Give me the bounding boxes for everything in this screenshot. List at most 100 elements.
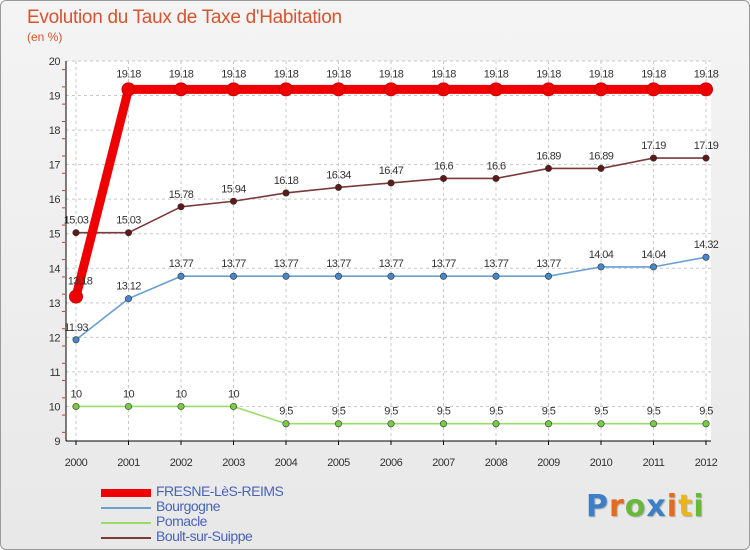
data-label-boult: 17.19	[694, 140, 719, 152]
data-point-pomacle	[492, 420, 500, 428]
data-label-boult: 15.94	[221, 183, 246, 195]
data-label-pomacle: 10	[175, 388, 187, 400]
data-label-pomacle: 9.5	[699, 406, 713, 418]
data-point-boult	[72, 229, 80, 237]
x-tick-label: 2008	[485, 457, 508, 469]
data-label-fresne: 13.18	[68, 276, 93, 288]
legend-swatch-bourgogne	[101, 506, 151, 509]
data-label-bourgogne: 13.77	[326, 258, 351, 270]
data-label-bourgogne: 13.77	[379, 258, 404, 270]
data-point-boult	[387, 179, 395, 187]
data-point-fresne	[384, 82, 398, 97]
data-point-pomacle	[125, 402, 133, 410]
y-tick-label: 12	[49, 332, 61, 344]
data-point-bourgogne	[177, 272, 185, 280]
data-point-pomacle	[702, 420, 710, 428]
data-label-boult: 16.6	[486, 160, 505, 172]
data-point-pomacle	[649, 420, 657, 428]
data-point-pomacle	[230, 402, 238, 410]
data-label-pomacle: 10	[123, 388, 135, 400]
data-label-fresne: 19.18	[274, 68, 299, 80]
legend-swatch-fresne	[101, 488, 151, 497]
data-label-bourgogne: 14.32	[694, 239, 719, 251]
logo-letter: i	[693, 489, 705, 524]
data-label-boult: 16.89	[589, 150, 614, 162]
y-tick-label: 18	[49, 125, 61, 137]
data-label-fresne: 19.18	[221, 68, 246, 80]
legend-label-boult: Boult-sur-Suippe	[156, 528, 253, 544]
data-label-pomacle: 9.5	[384, 406, 398, 418]
logo-letter: i	[666, 489, 679, 524]
data-point-bourgogne	[702, 253, 710, 261]
y-tick-label: 9	[54, 436, 60, 448]
data-label-bourgogne: 13.77	[431, 258, 456, 270]
data-point-fresne	[594, 82, 608, 97]
data-point-bourgogne	[597, 263, 605, 271]
data-label-bourgogne: 13.77	[169, 258, 194, 270]
chart-title: Evolution du Taux de Taxe d'Habitation	[27, 7, 342, 28]
data-label-pomacle: 9.5	[489, 406, 503, 418]
y-tick-label: 10	[49, 401, 61, 413]
y-tick-label: 13	[49, 298, 61, 310]
data-label-fresne: 19.18	[589, 68, 614, 80]
data-label-fresne: 19.18	[116, 68, 141, 80]
data-label-pomacle: 10	[70, 388, 82, 400]
legend-swatch-boult	[101, 536, 151, 539]
data-point-fresne	[541, 82, 556, 97]
logo-letter: x	[646, 489, 667, 524]
data-label-fresne: 19.18	[169, 68, 194, 80]
y-tick-label: 19	[49, 91, 61, 103]
data-point-bourgogne	[230, 272, 238, 280]
data-label-bourgogne: 13.12	[116, 281, 141, 293]
data-point-pomacle	[334, 420, 342, 428]
data-label-bourgogne: 11.93	[64, 322, 88, 334]
y-tick-label: 20	[49, 56, 61, 68]
legend-label-bourgogne: Bourgogne	[156, 498, 221, 514]
data-point-boult	[649, 154, 657, 162]
data-label-boult: 15.78	[169, 189, 194, 201]
data-label-bourgogne: 14.04	[589, 249, 614, 261]
data-point-boult	[125, 229, 133, 237]
data-point-boult	[492, 174, 500, 182]
data-point-bourgogne	[492, 272, 500, 280]
chart-subtitle: (en %)	[27, 30, 63, 44]
x-tick-label: 2009	[537, 457, 560, 469]
data-point-boult	[439, 174, 447, 182]
data-point-boult	[177, 203, 185, 211]
data-label-boult: 15.03	[64, 215, 89, 227]
data-label-fresne: 19.18	[694, 68, 719, 80]
data-label-boult: 16.18	[274, 175, 299, 187]
data-point-boult	[597, 164, 605, 172]
x-tick-label: 2002	[170, 457, 193, 469]
data-label-fresne: 19.18	[484, 68, 509, 80]
data-point-bourgogne	[544, 272, 552, 280]
plot-area	[66, 61, 711, 441]
data-point-boult	[282, 189, 290, 197]
data-point-boult	[334, 183, 342, 191]
data-point-boult	[544, 164, 552, 172]
data-point-pomacle	[177, 402, 185, 410]
data-point-fresne	[174, 82, 188, 97]
data-label-pomacle: 9.5	[332, 406, 346, 418]
data-point-pomacle	[439, 420, 447, 428]
data-point-bourgogne	[125, 295, 133, 303]
data-point-pomacle	[72, 402, 80, 410]
data-label-bourgogne: 13.77	[484, 258, 509, 270]
logo-letter: r	[609, 489, 625, 524]
data-label-pomacle: 9.5	[279, 406, 293, 418]
data-label-pomacle: 9.5	[542, 406, 556, 418]
data-label-boult: 16.34	[326, 169, 351, 181]
x-tick-label: 2004	[275, 457, 298, 469]
data-label-fresne: 19.18	[641, 68, 666, 80]
data-label-fresne: 19.18	[536, 68, 561, 80]
x-tick-label: 2011	[643, 457, 665, 469]
data-point-bourgogne	[334, 272, 342, 280]
data-point-pomacle	[544, 420, 552, 428]
y-tick-label: 15	[49, 229, 61, 241]
y-tick-label: 11	[50, 367, 61, 379]
data-point-pomacle	[387, 420, 395, 428]
data-point-boult	[702, 154, 710, 162]
y-tick-label: 17	[49, 160, 61, 172]
y-tick-label: 16	[49, 194, 61, 206]
